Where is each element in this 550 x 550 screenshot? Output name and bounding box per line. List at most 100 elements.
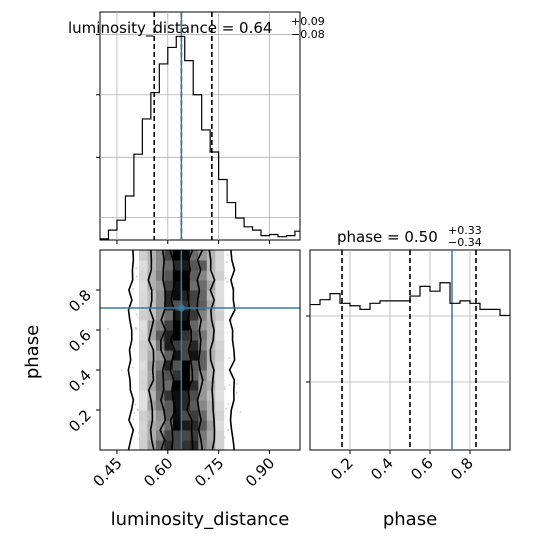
panel-2d-contour: 0.45 0.60 0.75 0.90 0.2 0.4 0.6 0.8 luminosity…: [22, 249, 301, 530]
sample-point: [135, 267, 138, 270]
density-cell: [198, 260, 208, 271]
density-cell: [172, 320, 182, 331]
density-cell: [164, 260, 174, 271]
sample-point: [134, 403, 137, 406]
density-cell: [164, 350, 174, 361]
contour-line: [186, 250, 194, 450]
density-cell: [181, 440, 191, 450]
density-cell: [198, 310, 208, 321]
density-cell: [155, 370, 165, 381]
density-cell: [198, 270, 208, 281]
density-cell: [181, 280, 191, 291]
x-ticks: 0.45 0.60 0.75 0.90: [89, 450, 278, 490]
density-cell: [172, 410, 182, 421]
density-cell: [198, 330, 208, 341]
density-cell: [164, 270, 174, 281]
density-cell: [189, 440, 199, 450]
density-cell: [206, 320, 216, 331]
x-tick-label: 0.6: [407, 454, 437, 484]
density-cell: [138, 290, 148, 301]
density-cell: [155, 400, 165, 411]
contour-line: [147, 250, 155, 450]
density-cell: [198, 250, 208, 261]
density-cell: [181, 330, 191, 341]
histogram-step: [100, 35, 300, 240]
density-cell: [181, 310, 191, 321]
density-cell: [189, 400, 199, 411]
contour-line: [127, 250, 135, 450]
density-cell: [172, 350, 182, 361]
density-cell: [198, 390, 208, 401]
density-cell: [172, 280, 182, 291]
density-cell: [215, 320, 225, 331]
sample-point: [120, 369, 123, 372]
density-cell: [181, 410, 191, 421]
density-cell: [147, 390, 157, 401]
density-cell: [215, 250, 225, 261]
histogram-step: [310, 282, 510, 317]
density-cell: [147, 380, 157, 391]
density-cell: [189, 430, 199, 441]
sample-point: [228, 384, 231, 387]
density-cell: [172, 420, 182, 431]
y-tick-label: 0.8: [65, 286, 95, 316]
density-cell: [164, 330, 174, 341]
density-cell: [172, 270, 182, 281]
density-cell: [138, 360, 148, 371]
sample-point: [225, 261, 228, 264]
y-ticks: 0.2 0.4 0.6 0.8: [65, 286, 100, 436]
density-cell: [164, 340, 174, 351]
density-cell: [206, 420, 216, 431]
density-cell: [172, 290, 182, 301]
density-cell: [206, 380, 216, 391]
density-cell: [198, 320, 208, 331]
density-cell: [198, 300, 208, 311]
quantile-lines: [341, 250, 477, 450]
density-cell: [172, 380, 182, 391]
density-cell: [189, 330, 199, 341]
y-ticks: [96, 33, 270, 244]
density-cell: [138, 380, 148, 391]
density-cell: [206, 250, 216, 261]
y-tick-label: 0.4: [65, 366, 95, 396]
x-axis-label: luminosity_distance: [111, 509, 290, 530]
density-cell: [138, 250, 148, 261]
density-cell: [181, 300, 191, 311]
density-cell: [172, 330, 182, 341]
density-cell: [164, 440, 174, 450]
density-cell: [147, 350, 157, 361]
x-tick-label: 0.4: [367, 454, 397, 484]
density-cell: [155, 440, 165, 450]
density-cell: [181, 320, 191, 331]
x-tick-label: 0.90: [242, 454, 278, 490]
density-cell: [155, 290, 165, 301]
density-cell: [189, 280, 199, 291]
density-cell: [155, 320, 165, 331]
density-cell: [138, 310, 148, 321]
density-cell: [206, 390, 216, 401]
density-cell: [181, 390, 191, 401]
density-cell: [206, 410, 216, 421]
panel-phase-hist: 0.2 0.4 0.6 0.8 phase = 0.50 +0.33 −0.34 ph…: [306, 224, 511, 530]
density-cell: [215, 260, 225, 271]
sample-point: [134, 326, 137, 329]
density-cell: [206, 440, 216, 450]
density-cell: [164, 390, 174, 401]
y-tick-label: 0.2: [65, 406, 95, 436]
density-cell: [172, 400, 182, 411]
density-cell: [164, 360, 174, 371]
sample-point: [132, 418, 135, 421]
sample-point: [107, 327, 110, 330]
density-cell: [215, 430, 225, 441]
x-axis-label: phase: [383, 509, 437, 530]
density-cell: [147, 440, 157, 450]
contour-lines: [127, 250, 236, 450]
density-cell: [155, 390, 165, 401]
y-tick-label: 0.6: [65, 326, 95, 356]
density-cell: [138, 300, 148, 311]
sample-point: [226, 253, 229, 256]
x-tick-label: 0.8: [447, 454, 477, 484]
density-cell: [164, 420, 174, 431]
density-cell: [155, 310, 165, 321]
density-cell: [189, 270, 199, 281]
